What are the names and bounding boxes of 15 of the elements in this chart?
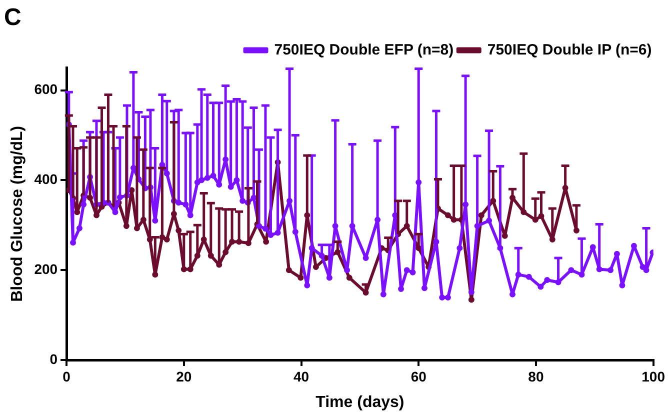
- x-tick-label: 40: [293, 368, 310, 384]
- x-tick-label: 20: [176, 368, 192, 384]
- y-tick-label: 200: [34, 260, 58, 277]
- x-tick-label: 100: [642, 368, 666, 384]
- legend-label: 750IEQ Double EFP (n=8): [274, 41, 454, 58]
- y-tick-label: 600: [34, 81, 58, 98]
- x-tick-label: 0: [62, 368, 71, 384]
- legend-label: 750IEQ Double IP (n=6): [487, 41, 652, 58]
- y-tick-label: 400: [34, 171, 58, 188]
- x-tick-label: 80: [528, 368, 544, 384]
- chart-title: C: [4, 4, 22, 32]
- y-axis-title: Blood Glucose (mg/dL): [9, 126, 26, 302]
- y-tick-label: 0: [50, 350, 58, 367]
- x-axis-title: Time (days): [316, 394, 404, 411]
- x-tick-label: 60: [410, 368, 427, 384]
